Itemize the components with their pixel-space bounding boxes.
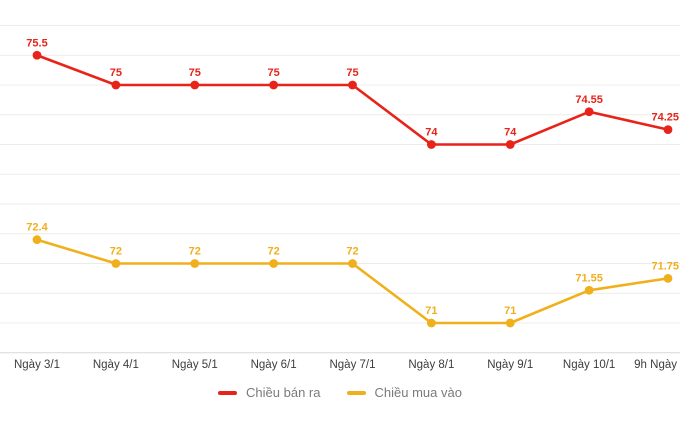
data-point-label: 71 [504, 305, 516, 317]
data-point[interactable] [426, 140, 436, 149]
data-point-label: 71 [425, 305, 437, 317]
legend-label-chieu-mua-vao: Chiều mua vào [374, 385, 462, 400]
legend-item-chieu-mua-vao[interactable]: Chiều mua vào [346, 385, 462, 400]
data-point-label: 71.55 [575, 272, 603, 284]
legend-swatch-yellow-icon [346, 390, 366, 395]
legend-swatch-red-icon [218, 390, 238, 395]
x-axis-label: Ngày 6/1 [251, 359, 297, 371]
data-point[interactable] [505, 318, 515, 328]
data-point-label: 74 [504, 127, 517, 139]
data-point-label: 72 [346, 246, 358, 258]
data-point[interactable] [584, 107, 594, 117]
data-point[interactable] [505, 140, 515, 149]
data-point[interactable] [663, 125, 673, 135]
data-point[interactable] [348, 80, 357, 90]
x-axis-label: 9h Ngày [634, 359, 677, 371]
x-axis-label: Ngày 8/1 [408, 359, 454, 371]
data-point-label: 75 [110, 67, 122, 79]
data-point[interactable] [190, 259, 200, 268]
legend-item-chieu-ban-ra[interactable]: Chiều bán ra [218, 385, 321, 400]
data-point[interactable] [663, 273, 673, 283]
data-point[interactable] [32, 235, 42, 245]
data-point-label: 72 [189, 246, 201, 258]
data-point-label: 75 [268, 67, 280, 79]
data-point-label: 72 [268, 246, 280, 258]
data-point[interactable] [348, 259, 357, 268]
x-axis-label: Ngày 5/1 [172, 359, 218, 371]
data-point-label: 72 [110, 246, 122, 258]
data-point[interactable] [32, 50, 42, 60]
x-axis-label: Ngày 9/1 [487, 359, 533, 371]
data-point-label: 75.5 [26, 37, 47, 49]
data-point-label: 74 [425, 127, 438, 139]
data-point[interactable] [269, 259, 279, 268]
x-axis-label: Ngày 4/1 [93, 359, 139, 371]
data-point[interactable] [111, 80, 121, 90]
data-point-label: 75 [189, 67, 201, 79]
data-point-label: 71.75 [651, 260, 679, 272]
data-point[interactable] [584, 285, 594, 295]
data-point[interactable] [269, 80, 279, 90]
data-point[interactable] [426, 318, 436, 328]
x-axis-label: Ngày 7/1 [329, 359, 375, 371]
x-axis-label: Ngày 10/1 [563, 359, 615, 371]
data-point-label: 74.25 [651, 112, 679, 124]
legend-label-chieu-ban-ra: Chiều bán ra [246, 385, 321, 400]
data-point[interactable] [111, 259, 121, 268]
chart-legend: Chiều bán ra Chiều mua vào [0, 385, 680, 400]
x-axis-label: Ngày 3/1 [14, 359, 60, 371]
data-point-label: 72.4 [26, 222, 48, 234]
line-chart: Ngày 3/1 Ngày 4/1 Ngày 5/1 Ngày 6/1 Ngày 7/1… [0, 25, 680, 371]
data-point[interactable] [190, 80, 200, 90]
data-point-label: 74.55 [575, 94, 603, 106]
data-point-label: 75 [346, 67, 358, 79]
